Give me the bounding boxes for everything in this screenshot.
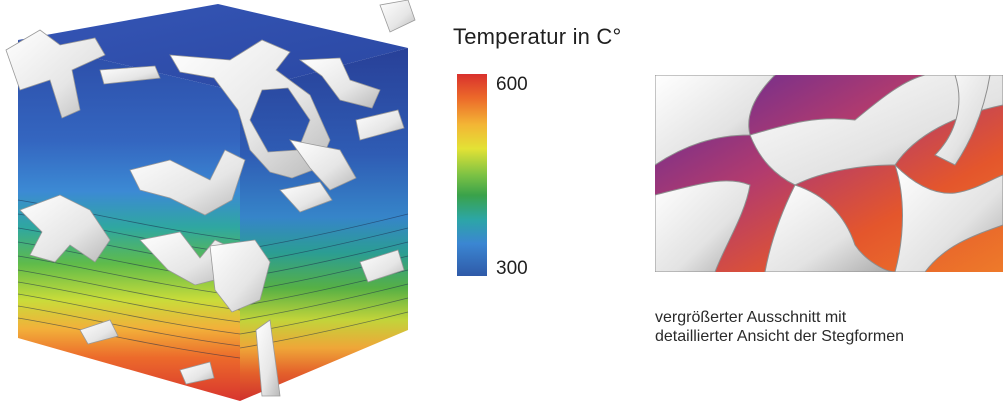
colorbar-min-label: 300	[496, 258, 528, 279]
caption-line-1: vergrößerter Ausschnitt mit	[655, 309, 847, 326]
detail-strut-image	[655, 75, 1003, 272]
temperature-cube-illustration	[5, 0, 416, 401]
cube-front-face	[18, 40, 240, 401]
cube-top-face	[18, 4, 408, 92]
foam-struts	[5, 0, 416, 397]
legend-title: Temperatur in C°	[453, 24, 622, 49]
temperature-colorbar	[457, 74, 487, 276]
colorbar-max-label: 600	[496, 74, 528, 95]
detail-caption: vergrößerter Ausschnitt mit detaillierte…	[655, 308, 995, 346]
caption-line-2: detaillierter Ansicht der Stegformen	[655, 328, 905, 345]
